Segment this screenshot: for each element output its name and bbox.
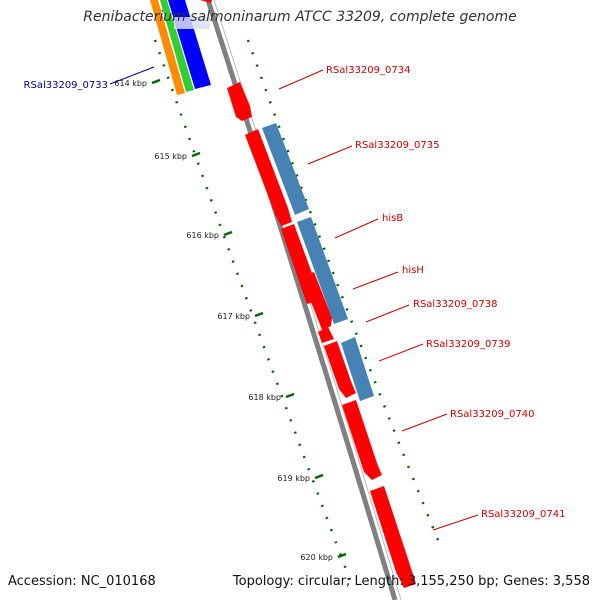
gene-label[interactable]: RSal33209_0741	[481, 509, 565, 520]
accession-text: Accession: NC_010168	[8, 574, 156, 589]
gene-top-fragment[interactable]	[200, 0, 212, 3]
scale-tick-mark	[337, 552, 347, 559]
gene-label-leader	[307, 145, 353, 165]
gene-label-leader	[278, 69, 324, 90]
gene-label[interactable]: RSal33209_0739	[426, 339, 510, 350]
outer-dotted-ring	[246, 39, 442, 546]
genome-title: Renibacterium salmoninarum ATCC 33209, c…	[83, 9, 517, 25]
gene-label-leaders	[109, 66, 479, 531]
gene-RSal33209_0739[interactable]	[324, 341, 356, 398]
gene-labels: RSal33209_0733 RSal33209_0734 RSal33209_07…	[24, 65, 566, 520]
gene-label-leader	[432, 514, 479, 531]
gene-label[interactable]: hisB	[382, 213, 403, 224]
gene-label-leader	[109, 66, 155, 85]
gene-label-leader	[378, 343, 424, 362]
scale-tick-label: 614 kbp	[114, 79, 147, 88]
gene-RSal33209_0735[interactable]	[245, 129, 292, 226]
scale-tick-label: 616 kbp	[186, 231, 219, 240]
gene-RSal33209_0741[interactable]	[370, 486, 416, 588]
gene-label-leader	[401, 413, 448, 432]
scale-tick-label: 617 kbp	[217, 312, 250, 321]
gene-RSal33209_0738[interactable]	[318, 327, 334, 343]
gene-label-leader	[365, 304, 410, 323]
scale-ticks: 614 kbp 615 kbp 616 kbp 617 kbp 618 kbp 619 k…	[114, 78, 347, 562]
band-RSal33209_0735[interactable]	[262, 123, 309, 215]
scale-tick-label: 620 kbp	[300, 553, 333, 562]
gene-label[interactable]: RSal33209_0738	[413, 299, 497, 310]
scale-tick-mark	[314, 473, 324, 480]
band-hisB[interactable]	[297, 217, 348, 324]
scale-tick-label: 619 kbp	[277, 474, 310, 483]
gene-RSal33209_0734[interactable]	[227, 82, 252, 121]
gene-label-leader	[334, 218, 379, 239]
scale-tick-mark	[151, 78, 161, 85]
gene-label[interactable]: RSal33209_0740	[450, 409, 534, 420]
gene-label[interactable]: RSal33209_0733	[24, 80, 108, 91]
scale-tick-label: 615 kbp	[154, 152, 187, 161]
scale-tick-mark	[254, 311, 264, 318]
band-RSal33209_0739[interactable]	[341, 337, 374, 401]
gene-label-leader	[352, 271, 399, 290]
gene-label[interactable]: hisH	[402, 265, 424, 276]
gene-label[interactable]: RSal33209_0735	[355, 140, 439, 151]
scale-tick-mark	[223, 230, 233, 237]
gene-RSal33209_0740[interactable]	[342, 400, 382, 480]
summary-text: Topology: circular; Length: 3,155,250 bp…	[232, 574, 590, 589]
gene-RSal33209_0733[interactable]	[150, 0, 211, 95]
scale-tick-mark	[285, 392, 295, 399]
gene-hisH[interactable]	[301, 272, 332, 330]
gene-label[interactable]: RSal33209_0734	[326, 65, 410, 76]
scale-tick-mark	[191, 151, 201, 158]
scale-tick-label: 618 kbp	[248, 393, 281, 402]
